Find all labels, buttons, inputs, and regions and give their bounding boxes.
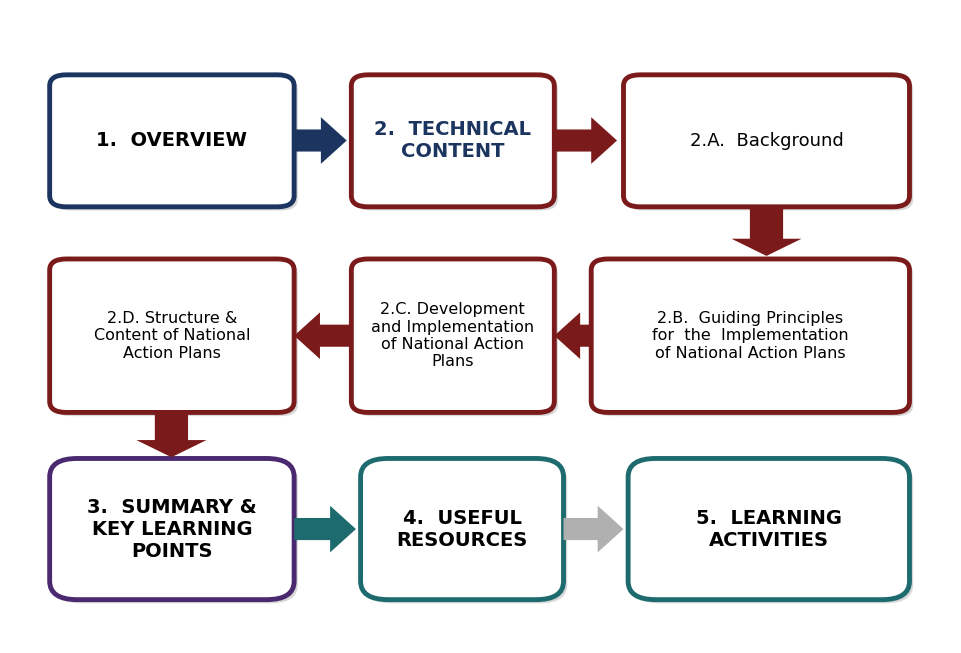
FancyBboxPatch shape <box>595 263 913 416</box>
Text: 3.  SUMMARY &
KEY LEARNING
POINTS: 3. SUMMARY & KEY LEARNING POINTS <box>87 498 257 560</box>
FancyBboxPatch shape <box>624 75 909 207</box>
FancyBboxPatch shape <box>360 458 563 599</box>
Polygon shape <box>554 312 591 359</box>
Polygon shape <box>294 505 356 552</box>
FancyBboxPatch shape <box>631 462 913 603</box>
Polygon shape <box>563 505 624 552</box>
Text: 5.  LEARNING
ACTIVITIES: 5. LEARNING ACTIVITIES <box>696 509 842 550</box>
FancyBboxPatch shape <box>54 462 298 603</box>
Text: 1.  OVERVIEW: 1. OVERVIEW <box>96 131 247 150</box>
FancyBboxPatch shape <box>591 259 909 413</box>
Polygon shape <box>294 312 352 359</box>
FancyBboxPatch shape <box>352 75 554 207</box>
FancyBboxPatch shape <box>50 259 294 413</box>
Text: 4.  USEFUL
RESOURCES: 4. USEFUL RESOURCES <box>397 509 528 550</box>
FancyBboxPatch shape <box>364 462 567 603</box>
Polygon shape <box>294 117 347 164</box>
Polygon shape <box>554 117 617 164</box>
Text: 2.D. Structure &
Content of National
Action Plans: 2.D. Structure & Content of National Act… <box>93 311 250 360</box>
FancyBboxPatch shape <box>50 458 294 599</box>
FancyBboxPatch shape <box>54 263 298 416</box>
FancyBboxPatch shape <box>355 263 558 416</box>
Polygon shape <box>136 413 207 457</box>
FancyBboxPatch shape <box>54 78 298 210</box>
FancyBboxPatch shape <box>355 78 558 210</box>
Polygon shape <box>731 207 801 256</box>
FancyBboxPatch shape <box>50 75 294 207</box>
Text: 2.  TECHNICAL
CONTENT: 2. TECHNICAL CONTENT <box>375 120 531 161</box>
FancyBboxPatch shape <box>352 259 554 413</box>
Text: 2.C. Development
and Implementation
of National Action
Plans: 2.C. Development and Implementation of N… <box>371 302 534 370</box>
Text: 2.B.  Guiding Principles
for  the  Implementation
of National Action Plans: 2.B. Guiding Principles for the Implemen… <box>652 311 849 360</box>
FancyBboxPatch shape <box>628 458 909 599</box>
FancyBboxPatch shape <box>628 78 913 210</box>
Text: 2.A.  Background: 2.A. Background <box>690 132 844 150</box>
